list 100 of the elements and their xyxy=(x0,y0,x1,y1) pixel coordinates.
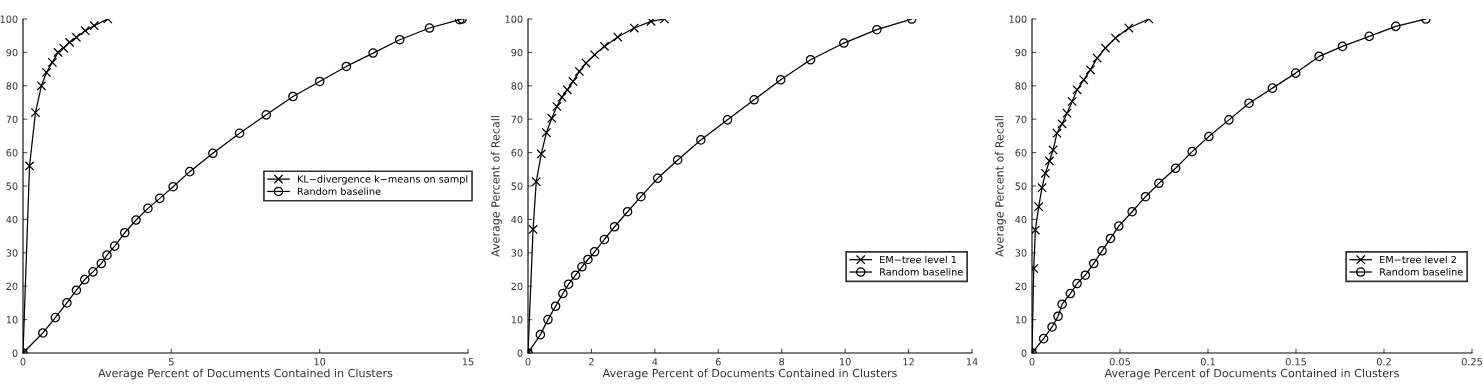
point xyxy=(261,110,272,120)
point xyxy=(536,149,547,159)
point xyxy=(109,241,120,251)
y-tick-label: 40 xyxy=(1015,215,1027,224)
point xyxy=(1100,43,1111,53)
point xyxy=(424,23,435,33)
point xyxy=(749,95,759,105)
y-tick-label: 80 xyxy=(1015,82,1027,90)
point xyxy=(612,32,623,42)
point xyxy=(1038,333,1049,344)
point xyxy=(1047,322,1057,332)
point xyxy=(1088,258,1099,269)
y-axis-title: Average Percent of Recall xyxy=(995,116,1006,257)
y-tick-label: 70 xyxy=(1015,115,1027,124)
x-tick-label: 0.2 xyxy=(1376,358,1391,366)
point xyxy=(119,227,130,238)
point xyxy=(1037,182,1047,193)
x-tick-label: 10 xyxy=(314,358,326,366)
point xyxy=(1057,119,1067,129)
point xyxy=(583,254,593,265)
x-tick-label: 10 xyxy=(840,358,851,366)
point xyxy=(1092,53,1102,63)
point xyxy=(672,155,683,165)
x-tick-label: 0.1 xyxy=(1200,358,1215,366)
point xyxy=(775,74,786,85)
point xyxy=(1080,270,1091,280)
point xyxy=(288,91,298,102)
point xyxy=(1032,225,1041,235)
legend-label: Random baseline xyxy=(297,187,381,195)
y-tick-label: 50 xyxy=(511,182,523,190)
point xyxy=(1267,83,1278,93)
point xyxy=(599,41,610,52)
x-tick-label: 0.05 xyxy=(1109,358,1130,366)
x-axis-title: Average Percent of Documents Contained in Clusters xyxy=(98,368,393,380)
x-tick-label: 8 xyxy=(779,358,785,366)
point xyxy=(528,224,538,235)
y-tick-label: 30 xyxy=(1015,249,1027,257)
x-tick-label: 6 xyxy=(715,358,721,366)
point xyxy=(839,38,849,48)
point xyxy=(629,23,640,33)
point xyxy=(89,20,99,31)
point xyxy=(722,115,733,125)
point xyxy=(1065,288,1076,299)
point xyxy=(568,76,578,87)
x-tick-label: 0.15 xyxy=(1285,358,1306,366)
point xyxy=(1048,145,1058,155)
y-tick-label: 20 xyxy=(6,282,18,291)
y-tick-label: 60 xyxy=(6,149,18,157)
x-tick-label: 5 xyxy=(168,358,174,366)
point xyxy=(1170,163,1181,174)
point xyxy=(1390,21,1401,32)
point xyxy=(168,181,178,192)
point xyxy=(543,314,553,325)
point xyxy=(1072,85,1082,95)
point xyxy=(1105,233,1116,244)
point xyxy=(574,66,585,77)
legend-label: EM−tree level 2 xyxy=(1380,255,1456,264)
x-tick-label: 0 xyxy=(20,358,26,366)
point xyxy=(30,107,41,118)
point xyxy=(234,128,245,139)
y-tick-label: 20 xyxy=(511,282,523,291)
y-tick-label: 70 xyxy=(511,115,523,124)
y-tick-label: 80 xyxy=(6,82,18,90)
y-tick-label: 100 xyxy=(1009,15,1027,23)
point xyxy=(550,301,561,312)
x-tick-label: 0 xyxy=(1029,358,1035,366)
point xyxy=(1127,206,1137,217)
point xyxy=(1110,33,1121,43)
point xyxy=(1085,64,1096,75)
point xyxy=(1053,311,1063,322)
point xyxy=(62,298,72,308)
point xyxy=(1078,74,1089,85)
y-tick-label: 90 xyxy=(511,48,523,57)
x-tick-label: 14 xyxy=(966,358,978,366)
point xyxy=(1057,299,1067,310)
point xyxy=(1290,68,1301,78)
y-tick-label: 40 xyxy=(511,215,523,224)
legend-label: KL−divergence k−means on sampl xyxy=(297,175,468,185)
point xyxy=(652,173,663,184)
point xyxy=(1140,191,1151,202)
point xyxy=(36,81,47,91)
x-axis-title: Average Percent of Documents Contained in Clusters xyxy=(602,368,897,380)
point xyxy=(599,234,610,245)
point xyxy=(558,288,568,299)
y-tick-label: 0 xyxy=(517,349,523,357)
point xyxy=(58,43,69,53)
point xyxy=(368,48,378,58)
point xyxy=(88,267,98,277)
point xyxy=(1033,201,1044,212)
point xyxy=(143,203,153,214)
point xyxy=(1062,108,1072,118)
point xyxy=(1244,98,1254,108)
point xyxy=(184,166,195,177)
point xyxy=(557,92,567,102)
point xyxy=(41,67,52,78)
y-tick-label: 40 xyxy=(6,215,18,224)
point xyxy=(1204,131,1214,142)
point xyxy=(609,221,620,232)
legend-label: Random baseline xyxy=(1380,268,1463,276)
point xyxy=(622,206,633,217)
